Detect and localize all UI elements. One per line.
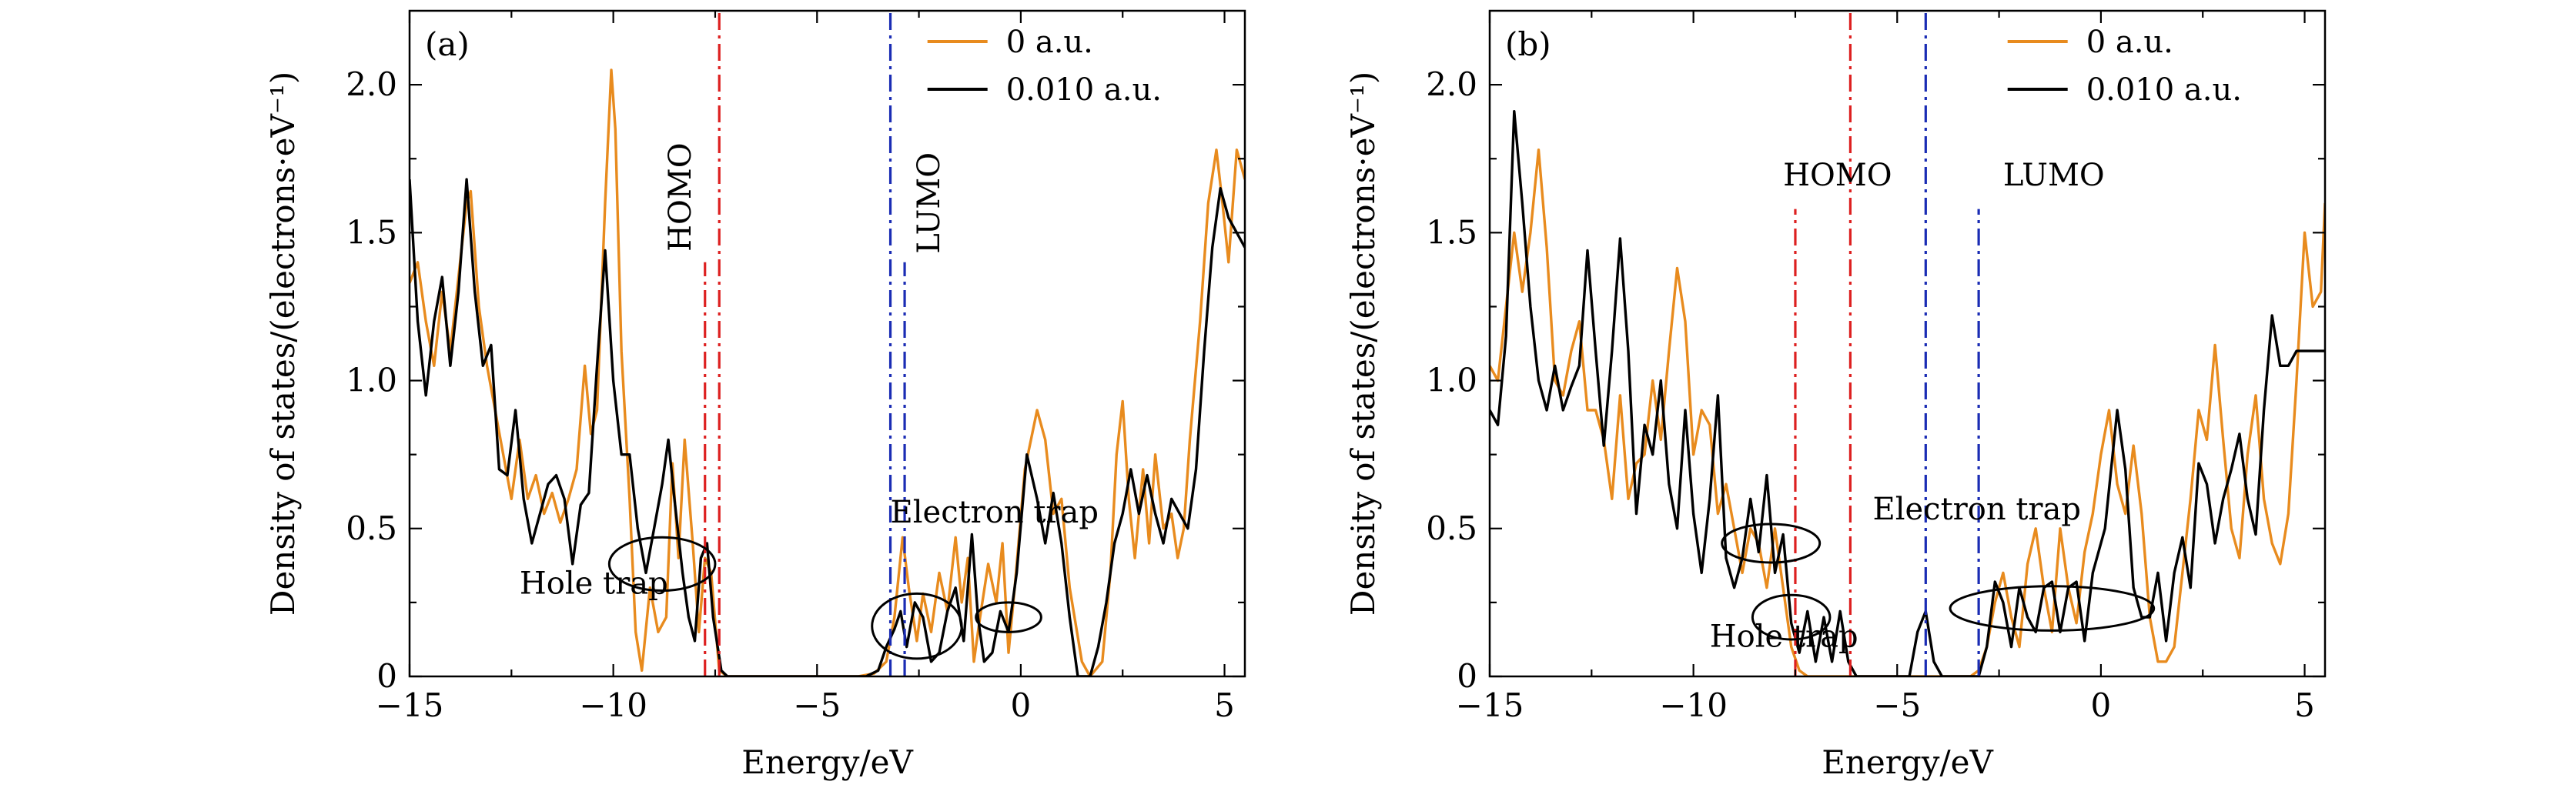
trap-ellipse [1751, 593, 1832, 641]
x-axis-label: Energy/eV [1822, 743, 1993, 781]
panel-label: (a) [425, 25, 470, 63]
y-axis-label: Density of states/(electrons·eV⁻¹) [264, 72, 302, 616]
plot-frame [408, 9, 1246, 678]
electron-trap-annotation: Electron trap [1873, 492, 2081, 527]
hole-trap-annotation: Hole trap [520, 566, 668, 601]
trap-ellipse [1949, 585, 2156, 632]
lumo-annotation: LUMO [912, 152, 947, 254]
trap-ellipse [607, 536, 717, 593]
series-line-0010-au [1490, 110, 2325, 676]
hole-trap-annotation: Hole trap [1710, 619, 1858, 655]
x-tick-label: 0 [1011, 686, 1032, 724]
y-tick-label: 0.5 [1426, 509, 1477, 547]
x-tick-label: 5 [2294, 686, 2315, 724]
trap-ellipse [975, 601, 1042, 633]
y-tick-label: 1.5 [1426, 213, 1477, 251]
x-tick-label: −10 [579, 686, 647, 724]
y-axis-label: Density of states/(electrons·eV⁻¹) [1344, 72, 1382, 616]
electron-trap-annotation: Electron trap [891, 495, 1099, 530]
y-tick-label: 1.0 [1426, 362, 1477, 399]
panel-b: −15 −10 −5 0 5 0 0.5 1.0 1.5 2.0 Energy/eV Density … [1344, 9, 2327, 781]
x-tick-label: 5 [1214, 686, 1235, 724]
x-tick-label: 0 [2091, 686, 2112, 724]
x-tick-label: −15 [376, 686, 444, 724]
y-tick-label: 1.0 [346, 362, 397, 399]
legend-label: 0.010 a.u. [1006, 72, 1162, 108]
trap-ellipse [871, 592, 963, 660]
y-tick-label: 0 [1457, 657, 1477, 695]
y-tick-label: 2.0 [346, 65, 397, 103]
series-line-0010-au [410, 178, 1245, 676]
y-tick-label: 0 [376, 657, 397, 695]
panel-a: −15 −10 −5 0 5 0 0.5 1.0 1.5 2.0 Energy/eV Density … [264, 9, 1246, 781]
trap-ellipse [1721, 523, 1822, 564]
homo-annotation: HOMO [663, 142, 698, 251]
y-tick-label: 0.5 [346, 509, 397, 547]
lumo-annotation: LUMO [2003, 158, 2105, 193]
panel-label: (b) [1505, 25, 1551, 63]
legend-label: 0 a.u. [2086, 25, 2173, 60]
x-tick-label: −5 [1873, 686, 1921, 724]
x-tick-label: −10 [1659, 686, 1728, 724]
series-line-0-au [1490, 149, 2325, 676]
x-axis-label: Energy/eV [741, 743, 913, 781]
homo-annotation: HOMO [1783, 158, 1892, 193]
x-tick-label: −15 [1456, 686, 1524, 724]
y-tick-label: 2.0 [1426, 65, 1477, 103]
y-tick-label: 1.5 [346, 213, 397, 251]
x-tick-label: −5 [793, 686, 841, 724]
legend-label: 0.010 a.u. [2086, 72, 2242, 108]
plot-frame [1488, 9, 2327, 678]
legend-label: 0 a.u. [1006, 25, 1093, 60]
